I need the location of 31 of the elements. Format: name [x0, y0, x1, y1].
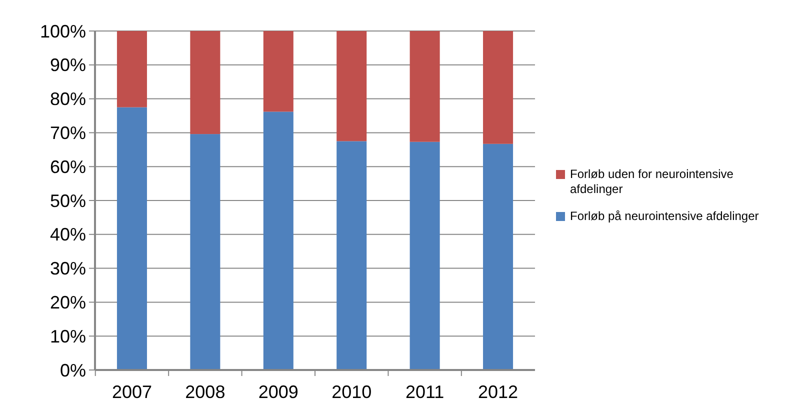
y-tick-label: 40%	[50, 224, 86, 245]
y-tick-label: 70%	[50, 123, 86, 143]
y-tick-label: 0%	[60, 360, 86, 380]
bar	[116, 31, 147, 108]
bar	[483, 31, 514, 144]
y-tick-label: 10%	[50, 326, 86, 346]
y-tick-label: 20%	[50, 292, 86, 312]
y-tick-label: 50%	[50, 190, 86, 211]
bar	[263, 31, 294, 112]
bar	[116, 107, 147, 370]
x-tick-label: 2011	[405, 382, 444, 402]
bar	[483, 144, 514, 370]
bar	[410, 142, 440, 370]
y-tick-label: 60%	[50, 156, 86, 177]
bar	[263, 112, 294, 370]
y-tick-label: 90%	[50, 55, 86, 76]
y-tick-label: 80%	[50, 89, 86, 110]
y-tick-label: 100%	[40, 21, 86, 42]
bar	[336, 141, 367, 370]
x-tick-label: 2008	[185, 382, 226, 402]
bar	[336, 31, 367, 142]
x-tick-label: 2012	[478, 382, 518, 402]
x-tick-label: 2010	[332, 382, 372, 402]
bar	[410, 31, 440, 142]
legend-label: Forløb uden for neurointensive afdelinger	[570, 167, 734, 196]
bar	[190, 31, 220, 134]
x-tick-label: 2007	[112, 382, 152, 402]
bar	[190, 134, 220, 370]
legend-label: Forløb på neurointensive afdelinger	[570, 209, 759, 223]
x-tick-label: 2009	[258, 382, 298, 402]
y-tick-label: 30%	[50, 258, 86, 279]
